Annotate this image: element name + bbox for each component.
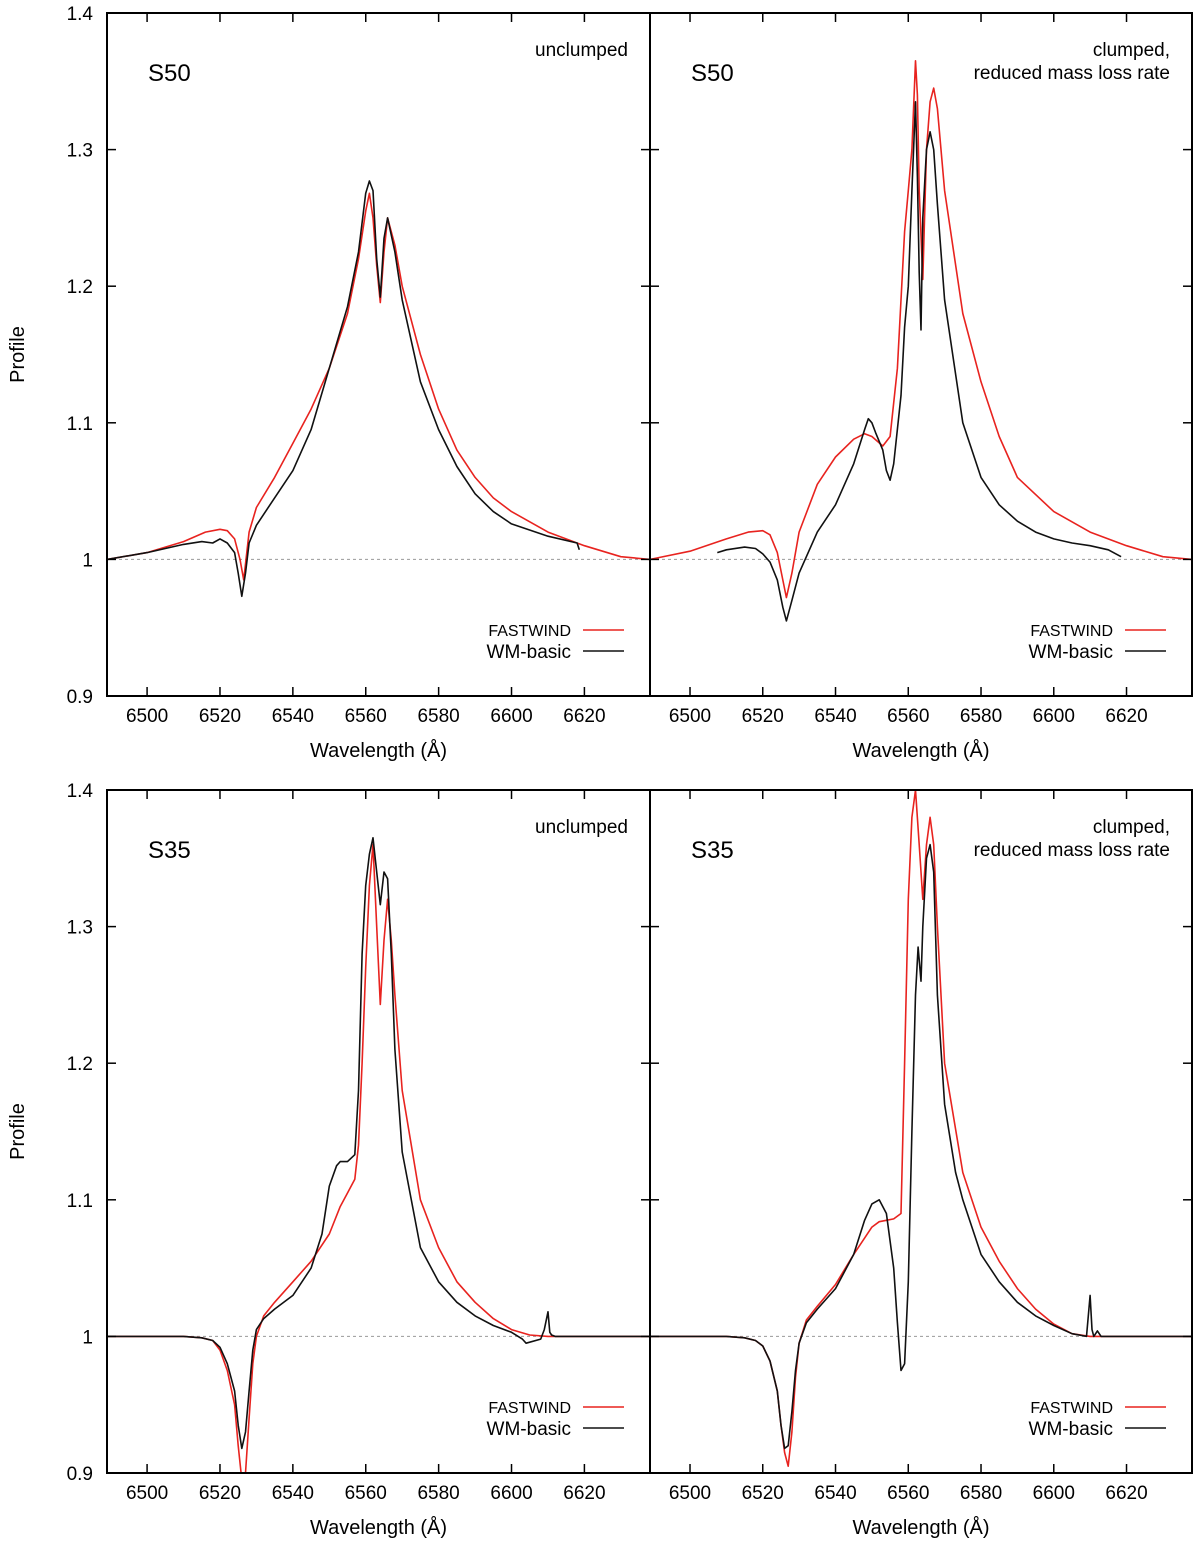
series-line-fastwind (107, 192, 650, 581)
y-tick-label: 1 (82, 1327, 93, 1348)
legend-label-fastwind: FASTWIND (1030, 623, 1113, 640)
x-tick-label: 6520 (199, 1483, 241, 1504)
series-line-wm-basic (650, 843, 1192, 1450)
y-axis-title: Profile (7, 326, 29, 383)
x-tick-label: 6520 (742, 1483, 784, 1504)
series-line-fastwind (107, 843, 650, 1473)
x-axis-title: Wavelength (Å) (310, 739, 447, 762)
panel-top-left: 6500 6520 6540 6560 6580 6600 6620 0.9 1 1.1 1.2 1.… (7, 4, 651, 762)
panel-top-right: 6500 6520 6540 6560 6580 6600 6620 Wavelength (… (649, 12, 1193, 762)
x-tick-label: 6560 (887, 1483, 929, 1504)
y-tick-label: 1.4 (67, 4, 94, 25)
x-tick-label: 6520 (199, 706, 241, 727)
panel-note: reduced mass loss rate (974, 63, 1170, 84)
plot-frame (106, 12, 651, 697)
x-axis-title: Wavelength (Å) (852, 739, 989, 762)
legend-label-wm-basic: WM-basic (487, 642, 571, 663)
legend-label-fastwind: FASTWIND (488, 1400, 571, 1417)
x-axis-title: Wavelength (Å) (852, 1516, 989, 1539)
y-tick-label: 1.1 (67, 1191, 93, 1212)
y-tick-label: 1.4 (67, 781, 94, 802)
legend-label-wm-basic: WM-basic (1029, 642, 1113, 663)
y-tick-label: 1.3 (67, 918, 93, 939)
panel-bottom-left: 6500 6520 6540 6560 6580 6600 6620 0.9 1 1.1 1.2 1.… (7, 781, 651, 1539)
plot-frame (649, 12, 1193, 697)
x-tick-label: 6620 (1105, 1483, 1147, 1504)
y-tick-label: 1.2 (67, 277, 93, 298)
x-tick-label: 6620 (563, 706, 605, 727)
x-tick-label: 6500 (669, 706, 711, 727)
model-label: S50 (148, 60, 191, 87)
model-label: S35 (148, 837, 191, 864)
x-tick-label: 6620 (1105, 706, 1147, 727)
series-line-fastwind (650, 59, 1192, 599)
panel-note: unclumped (535, 40, 628, 61)
x-tick-label: 6580 (417, 1483, 459, 1504)
y-tick-label: 0.9 (67, 1464, 93, 1485)
x-tick-label: 6540 (272, 706, 314, 727)
y-tick-label: 1.3 (67, 141, 93, 162)
legend: FASTWIND WM-basic (487, 623, 624, 663)
x-tick-label: 6540 (814, 706, 856, 727)
panel-note: reduced mass loss rate (974, 840, 1170, 861)
x-tick-label: 6560 (887, 706, 929, 727)
x-tick-label: 6620 (563, 1483, 605, 1504)
legend-label-wm-basic: WM-basic (487, 1419, 571, 1440)
x-tick-label: 6600 (1033, 706, 1075, 727)
y-tick-label: 0.9 (67, 687, 93, 708)
x-tick-label: 6580 (960, 706, 1002, 727)
x-tick-label: 6540 (272, 1483, 314, 1504)
x-tick-label: 6580 (417, 706, 459, 727)
panel-bottom-right: 6500 6520 6540 6560 6580 6600 6620 Wavelength (… (649, 789, 1193, 1539)
x-tick-label: 6560 (345, 1483, 387, 1504)
legend: FASTWIND WM-basic (1029, 1400, 1166, 1440)
legend-label-wm-basic: WM-basic (1029, 1419, 1113, 1440)
y-tick-label: 1 (82, 550, 93, 571)
legend-label-fastwind: FASTWIND (1030, 1400, 1113, 1417)
plot-frame (649, 789, 1193, 1474)
y-tick-label: 1.1 (67, 414, 93, 435)
panel-note: clumped, (1093, 817, 1170, 838)
series-line-wm-basic (107, 180, 581, 598)
series-line-wm-basic (717, 101, 1122, 622)
x-tick-label: 6540 (814, 1483, 856, 1504)
model-label: S35 (691, 837, 734, 864)
legend-label-fastwind: FASTWIND (488, 623, 571, 640)
legend: FASTWIND WM-basic (487, 1400, 624, 1440)
x-tick-label: 6580 (960, 1483, 1002, 1504)
x-tick-label: 6600 (490, 706, 532, 727)
x-tick-label: 6500 (669, 1483, 711, 1504)
legend: FASTWIND WM-basic (1029, 623, 1166, 663)
panel-note: clumped, (1093, 40, 1170, 61)
x-tick-label: 6600 (1033, 1483, 1075, 1504)
model-label: S50 (691, 60, 734, 87)
panel-note: unclumped (535, 817, 628, 838)
x-tick-label: 6500 (126, 1483, 168, 1504)
x-axis-title: Wavelength (Å) (310, 1516, 447, 1539)
series-line-wm-basic (107, 836, 650, 1450)
x-tick-label: 6500 (126, 706, 168, 727)
x-tick-label: 6520 (742, 706, 784, 727)
x-tick-label: 6600 (490, 1483, 532, 1504)
y-tick-label: 1.2 (67, 1054, 93, 1075)
y-axis-title: Profile (7, 1103, 29, 1160)
series-line-fastwind (650, 790, 1192, 1467)
x-tick-label: 6560 (345, 706, 387, 727)
